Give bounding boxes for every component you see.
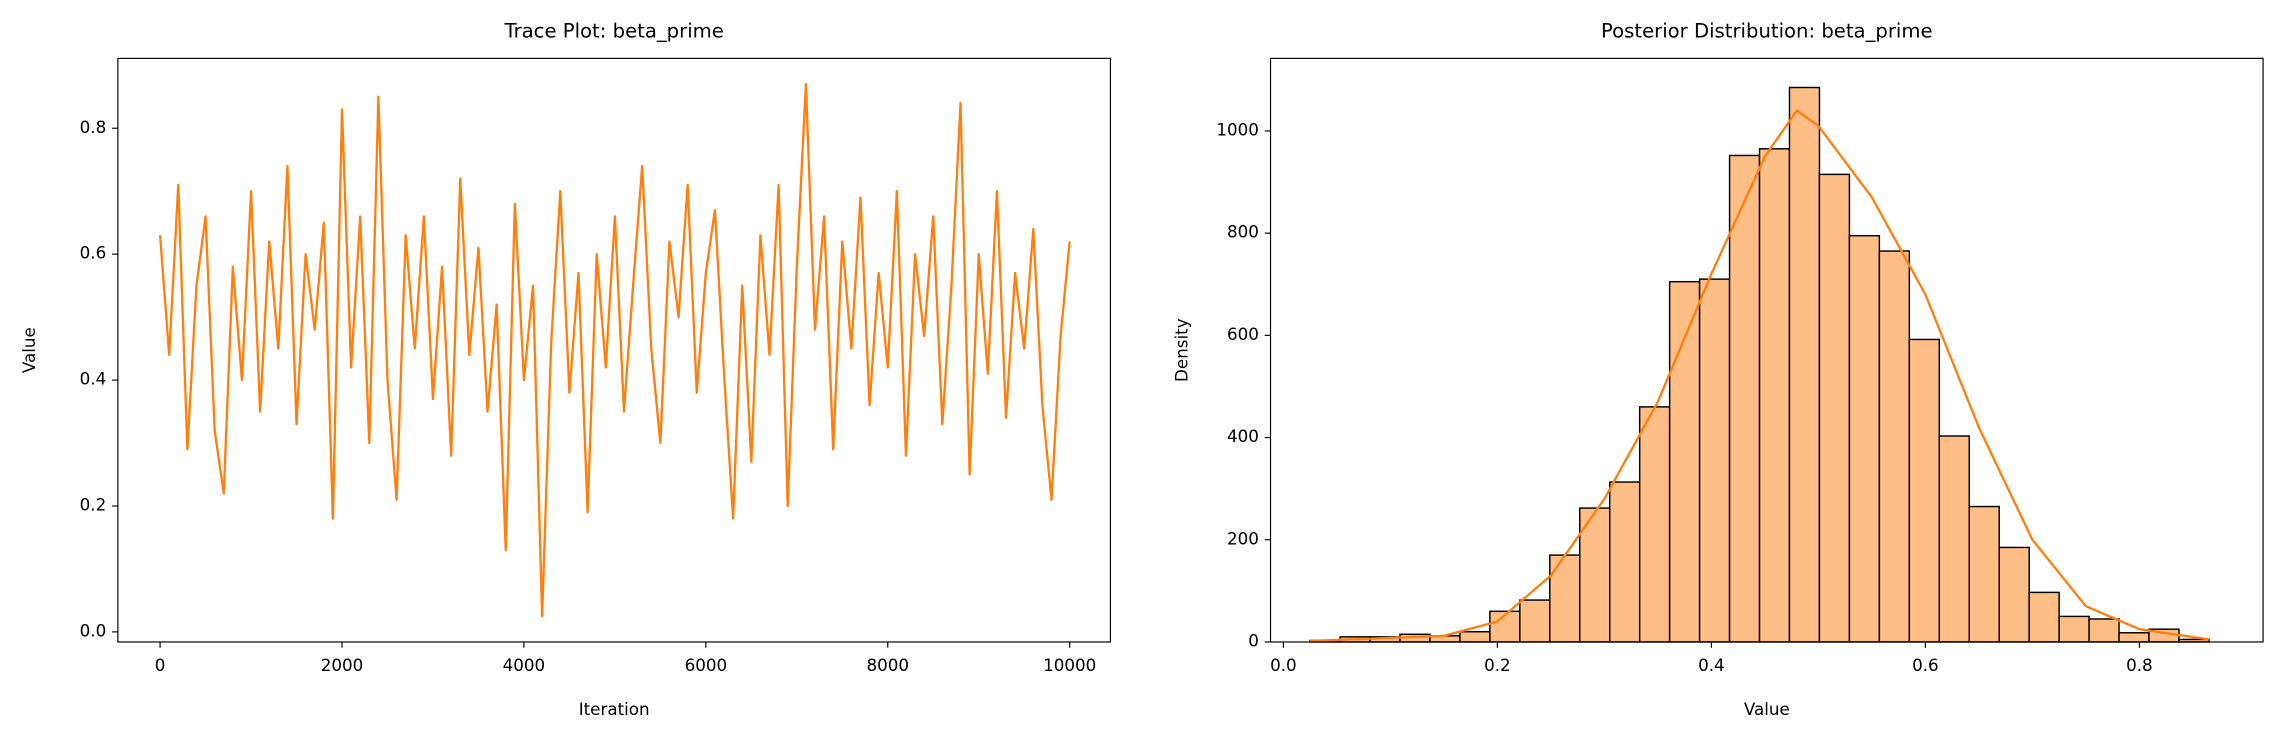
histogram-bar (1908, 338, 1941, 643)
histogram-bar (1608, 481, 1641, 643)
histogram-bar (1549, 554, 1581, 643)
x-axis-label: Iteration (579, 699, 650, 719)
y-tick-label: 0.8 (80, 117, 107, 137)
chart-title: Posterior Distribution: beta_prime (1601, 20, 1933, 43)
histogram-bar (1579, 507, 1611, 643)
histogram-bar (1758, 148, 1791, 643)
y-axis-label: Density (1172, 318, 1192, 382)
histogram-bar (1788, 86, 1821, 643)
y-tick-label: 1000 (1216, 119, 1259, 139)
kde-line (1310, 109, 2210, 643)
histogram-bar (1878, 250, 1911, 643)
histogram-bar (2118, 632, 2150, 643)
histogram-bar (1848, 234, 1881, 643)
x-tick-label: 0.4 (1698, 655, 1725, 675)
histogram-bar (1818, 173, 1851, 643)
histogram-bar (1728, 154, 1761, 643)
histogram-bar (2088, 618, 2120, 643)
y-axis-label: Value (19, 327, 39, 373)
histogram-bar (1668, 280, 1701, 643)
histogram-bar (2058, 615, 2090, 643)
y-tick-label: 0 (1248, 630, 1259, 650)
y-tick-label: 400 (1227, 426, 1259, 446)
histogram-bar (1938, 435, 1970, 643)
y-tick-label: 0.0 (80, 620, 107, 640)
histogram-bar (2028, 591, 2060, 643)
x-tick-label: 0 (155, 655, 166, 675)
y-tick-label: 0.6 (80, 243, 107, 263)
histogram-bar (1998, 546, 2030, 643)
x-tick-label: 0.8 (2126, 655, 2153, 675)
chart-title: Trace Plot: beta_prime (503, 20, 723, 43)
x-tick-label: 6000 (685, 655, 728, 675)
x-tick-label: 0.0 (1270, 655, 1297, 675)
trace-line (158, 83, 1071, 618)
x-tick-label: 4000 (503, 655, 546, 675)
x-axis-label: Value (1744, 699, 1790, 719)
y-tick-label: 600 (1227, 324, 1259, 344)
histogram-bar (1638, 406, 1671, 643)
y-tick-label: 0.2 (80, 494, 107, 514)
histogram-bar (1698, 278, 1731, 643)
y-tick-label: 800 (1227, 222, 1259, 242)
y-tick-label: 200 (1227, 528, 1259, 548)
x-tick-label: 8000 (866, 655, 909, 675)
y-tick-label: 0.4 (80, 369, 107, 389)
histogram-bar (1968, 505, 2000, 643)
x-tick-label: 0.2 (1484, 655, 1511, 675)
x-tick-label: 2000 (321, 655, 364, 675)
x-tick-label: 10000 (1043, 655, 1096, 675)
plot-frame (1269, 57, 2264, 643)
plot-frame (117, 57, 1112, 643)
x-tick-label: 0.6 (1912, 655, 1939, 675)
histogram-bar (1519, 599, 1551, 643)
histogram-bar (1459, 631, 1491, 643)
